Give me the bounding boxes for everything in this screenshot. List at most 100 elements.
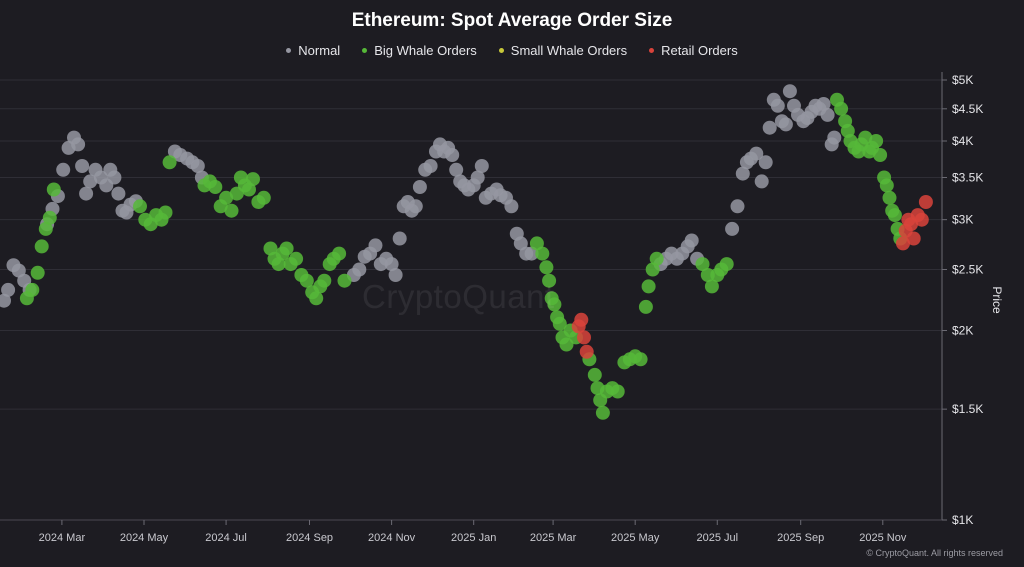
series-retail [571,195,933,359]
legend-label-small-whale: Small Whale Orders [510,43,628,58]
watermark-text: CryptoQuant [362,278,555,315]
data-point-big [539,260,554,275]
data-point-normal [816,97,831,111]
data-point-big [858,130,873,145]
x-tick-label: 2024 May [120,532,169,544]
data-point-normal [352,262,367,277]
data-point-big [38,221,53,236]
legend-marker-normal [286,48,292,53]
data-point-big [158,205,173,220]
data-point-normal [758,155,773,170]
legend-item-retail[interactable]: Retail Orders [649,43,738,58]
data-point-big [633,352,648,367]
data-point-retail [896,236,910,251]
data-point-normal [730,199,745,214]
data-point-normal [445,148,460,162]
data-point-big [638,299,653,314]
axes: $5K $4.5K $4K $3.5K $3K $2.5K $2K $1.5K $1K Price… [0,72,1004,544]
y-axis-title: Price [990,286,1004,314]
data-point-big [887,208,902,223]
y-tick-label: $4K [952,134,973,148]
data-point-normal [1,282,16,297]
data-point-normal [368,238,383,253]
data-point-normal [384,257,399,272]
legend-item-small-whale[interactable]: Small Whale Orders [498,43,628,58]
data-point-normal [75,159,90,173]
data-point-big [882,190,897,205]
x-tick-label: 2024 Sep [286,532,333,544]
legend-label-retail: Retail Orders [661,43,738,58]
x-tick-label: 2025 Mar [530,532,577,544]
legend-label-normal: Normal [298,43,341,58]
data-point-retail [579,344,594,359]
data-point-normal [388,268,403,282]
data-point-normal [684,233,699,248]
data-point-normal [107,170,122,185]
y-tick-label: $2K [952,324,973,338]
data-point-retail [914,212,929,227]
data-point-big [332,246,347,261]
data-point-normal [782,84,797,99]
data-point-big [649,251,664,266]
x-tick-label: 2025 Sep [777,532,824,544]
data-point-big [271,257,286,272]
data-point-normal [449,162,464,177]
y-tick-label: $3.5K [952,171,983,185]
data-point-normal [79,186,94,201]
data-point-big [587,367,602,382]
data-point-retail [574,312,589,327]
y-tick-label: $2.5K [952,262,983,276]
data-point-big [256,190,271,205]
y-tick-label: $5K [952,73,973,87]
data-point-big [547,297,562,312]
series-big [19,92,908,420]
y-tick-label: $1K [952,513,973,527]
legend-marker-retail [649,48,655,53]
copyright-text: © CryptoQuant. All rights reserved [866,548,1003,558]
data-point-normal [474,159,489,173]
data-point-normal [83,174,98,189]
legend-marker-big-whale [362,48,368,53]
x-tick-label: 2025 May [611,532,660,544]
data-point-normal [423,159,438,173]
x-tick-label: 2024 Mar [39,532,86,544]
data-point-big [834,101,849,116]
data-point-big [704,279,719,294]
data-point-normal [725,221,740,236]
data-point-big [30,265,45,280]
data-point-normal [56,162,71,177]
data-point-normal [820,107,835,122]
data-point-big [289,251,304,266]
data-point-big [34,239,49,254]
data-point-normal [735,166,750,181]
data-point-big [879,178,894,193]
data-point-big [873,148,888,162]
y-tick-label: $4.5K [952,102,983,116]
data-point-big [542,273,557,288]
chart-title: Ethereum: Spot Average Order Size [351,10,673,31]
x-tick-label: 2024 Jul [205,532,247,544]
legend-item-normal[interactable]: Normal [286,43,340,58]
data-point-normal [504,199,519,214]
data-point-normal [754,174,769,189]
data-point-big [695,257,710,272]
data-point-big [224,203,239,218]
data-point-big [309,291,324,306]
data-point-big [337,273,352,288]
data-points [0,84,933,420]
x-tick-label: 2025 Nov [859,532,907,544]
data-point-normal [762,120,777,135]
data-point-big [162,155,177,170]
data-point-big [25,282,40,297]
data-point-retail [906,231,921,246]
legend-item-big-whale[interactable]: Big Whale Orders [362,43,477,58]
data-point-big [246,172,260,187]
data-point-retail [918,195,933,209]
data-point-big [317,273,332,288]
data-point-big [610,384,625,399]
y-tick-label: $3K [952,213,973,227]
data-point-big [552,316,567,331]
data-point-normal [190,159,205,173]
data-point-normal [408,199,423,214]
